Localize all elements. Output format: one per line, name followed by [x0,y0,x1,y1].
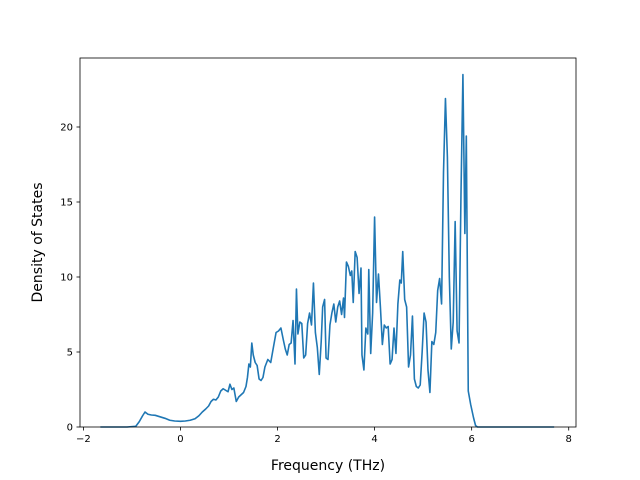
x-tick-label: −2 [76,434,91,445]
plot-frame [79,57,577,428]
plot-area [80,58,576,427]
y-axis-ticks: 0 5 10 15 20 [60,123,80,434]
x-tick-label: 6 [468,434,474,445]
y-tick-label: 5 [67,348,73,359]
y-tick-label: 20 [60,123,73,134]
x-tick-label: 8 [566,434,572,445]
y-tick-label: 15 [60,198,73,209]
x-tick-label: 2 [274,434,280,445]
series-layer [100,73,555,428]
x-axis-label: Frequency (THz) [271,458,385,474]
y-axis-label: Density of States [30,183,46,303]
y-tick-label: 10 [60,273,73,284]
x-tick-label: 0 [177,434,183,445]
x-axis-ticks: −2 0 2 4 6 8 [76,427,572,445]
dos-series-line-0 [100,73,555,428]
y-tick-label: 0 [67,423,73,434]
x-tick-label: 4 [371,434,377,445]
